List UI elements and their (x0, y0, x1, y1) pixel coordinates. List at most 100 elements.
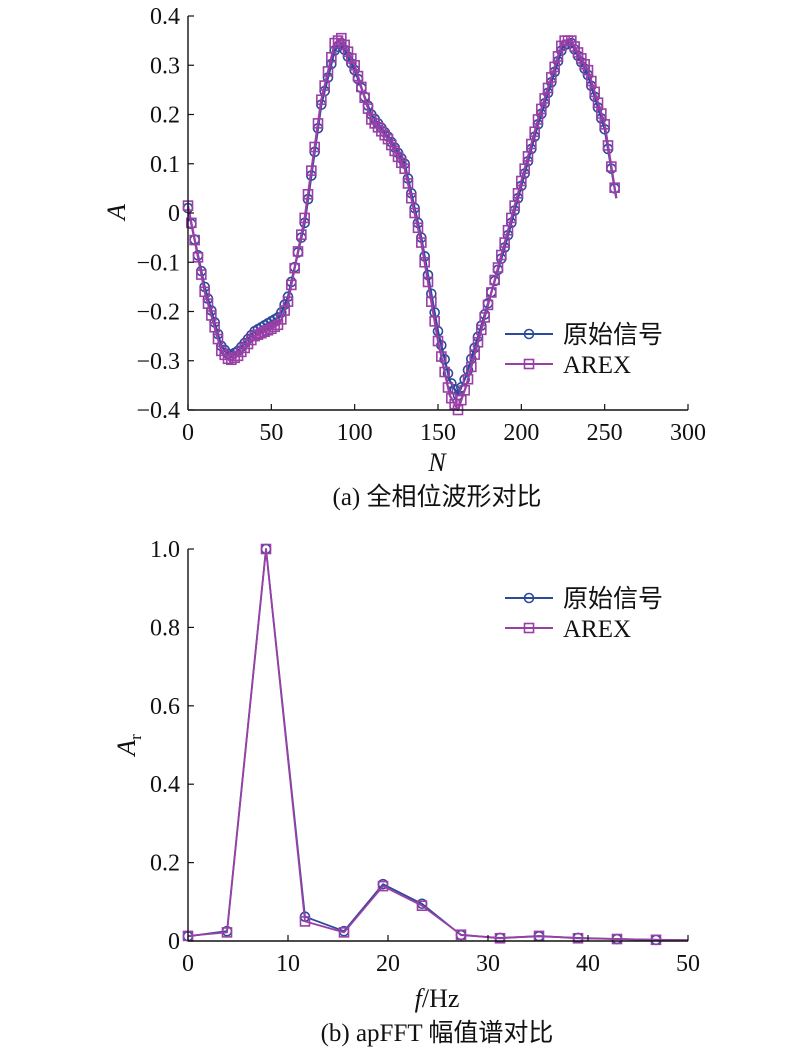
x-tick-label: 100 (337, 420, 373, 446)
data-point (589, 86, 600, 98)
chart-a-x-axis-label: N (427, 448, 447, 477)
data-point (506, 212, 517, 224)
data-point (586, 75, 597, 87)
data-point (192, 252, 204, 263)
data-point (389, 145, 400, 157)
data-point (566, 35, 577, 46)
data-point (319, 80, 330, 91)
data-point (296, 229, 307, 240)
y-tick-label: 0.1 (150, 152, 180, 178)
data-point (252, 329, 264, 340)
y-tick-label: −0.3 (136, 349, 180, 375)
data-point (386, 139, 397, 151)
data-point (221, 927, 233, 938)
chart-a-y-axis-label: A (102, 204, 131, 222)
x-tick-label: 10 (276, 951, 300, 977)
data-point (377, 880, 389, 892)
data-point (422, 276, 434, 288)
data-point (459, 384, 470, 396)
data-point (549, 61, 560, 73)
data-point (299, 212, 310, 224)
y-tick-label: 0.6 (150, 694, 180, 720)
legend-label: 原始信号 (563, 321, 663, 349)
data-point (650, 934, 662, 946)
data-point (436, 351, 447, 362)
chart-b-legend: 原始信号 AREX (505, 585, 663, 643)
data-point (519, 163, 530, 174)
data-point (256, 327, 267, 339)
data-point (494, 932, 506, 944)
data-point (502, 224, 514, 236)
x-tick-label: 250 (587, 420, 623, 446)
data-point (609, 182, 620, 193)
y-tick-label: 0 (168, 929, 180, 955)
data-point (392, 151, 404, 163)
data-point (539, 93, 550, 104)
legend-marker (523, 328, 535, 340)
data-point (352, 70, 364, 82)
data-point (349, 59, 360, 71)
data-point (382, 133, 394, 145)
legend-marker (523, 358, 535, 370)
data-point (259, 326, 270, 337)
data-point (482, 299, 494, 311)
data-point (299, 916, 311, 927)
data-point (572, 47, 584, 58)
x-tick-label: 20 (376, 951, 400, 977)
data-point (472, 336, 484, 348)
legend-label: AREX (563, 352, 631, 379)
data-point (272, 319, 284, 331)
y-tick-label: 0.4 (150, 772, 180, 798)
chart-b-y-axis-label: Ar (112, 734, 145, 758)
data-point (306, 165, 317, 176)
x-tick-label: 40 (576, 951, 600, 977)
legend-label: AREX (563, 616, 631, 643)
data-point (439, 354, 450, 365)
x-tick-label: 50 (259, 420, 283, 446)
x-tick-label: 200 (503, 420, 539, 446)
data-point (492, 262, 504, 273)
legend-entry: 原始信号 (505, 585, 663, 613)
data-point (509, 200, 520, 211)
chart-a-series-group (182, 32, 620, 416)
data-point (596, 108, 607, 119)
data-point (442, 368, 454, 379)
data-point (536, 103, 547, 115)
data-point (542, 82, 554, 94)
data-point (316, 94, 327, 106)
data-point (611, 933, 623, 945)
data-point (582, 64, 594, 76)
data-point (489, 274, 500, 286)
y-tick-label: −0.4 (136, 398, 180, 424)
data-point (529, 126, 540, 138)
y-tick-label: −0.1 (136, 250, 180, 276)
legend-entry: AREX (505, 616, 631, 643)
data-point (552, 51, 564, 62)
data-point (522, 151, 534, 162)
data-point (359, 92, 370, 104)
data-point (302, 188, 314, 200)
data-point (212, 333, 224, 345)
data-point (456, 394, 467, 406)
data-point (336, 32, 347, 44)
chart-a-waveform: 0 50 100 150 200 250 300 −0.4 −0.3 −0.2 −0.1 0 0.1 0.… (102, 4, 706, 511)
legend-marker (523, 592, 535, 604)
data-point (186, 217, 197, 229)
data-point (512, 188, 524, 199)
data-point (599, 119, 610, 130)
data-point (260, 543, 272, 555)
data-point (286, 279, 297, 291)
data-point (442, 382, 454, 393)
chart-a-axes: 0 50 100 150 200 250 300 −0.4 −0.3 −0.2 −0.1 0 0.1 0.… (136, 4, 706, 446)
data-point (338, 927, 350, 938)
x-tick-label: 0 (182, 420, 194, 446)
data-point (429, 316, 440, 327)
data-point (289, 262, 300, 274)
data-point (189, 234, 200, 246)
data-point (469, 349, 480, 360)
data-point (269, 321, 280, 333)
data-point (202, 298, 214, 309)
data-point (356, 81, 367, 93)
legend-entry: AREX (505, 352, 631, 379)
